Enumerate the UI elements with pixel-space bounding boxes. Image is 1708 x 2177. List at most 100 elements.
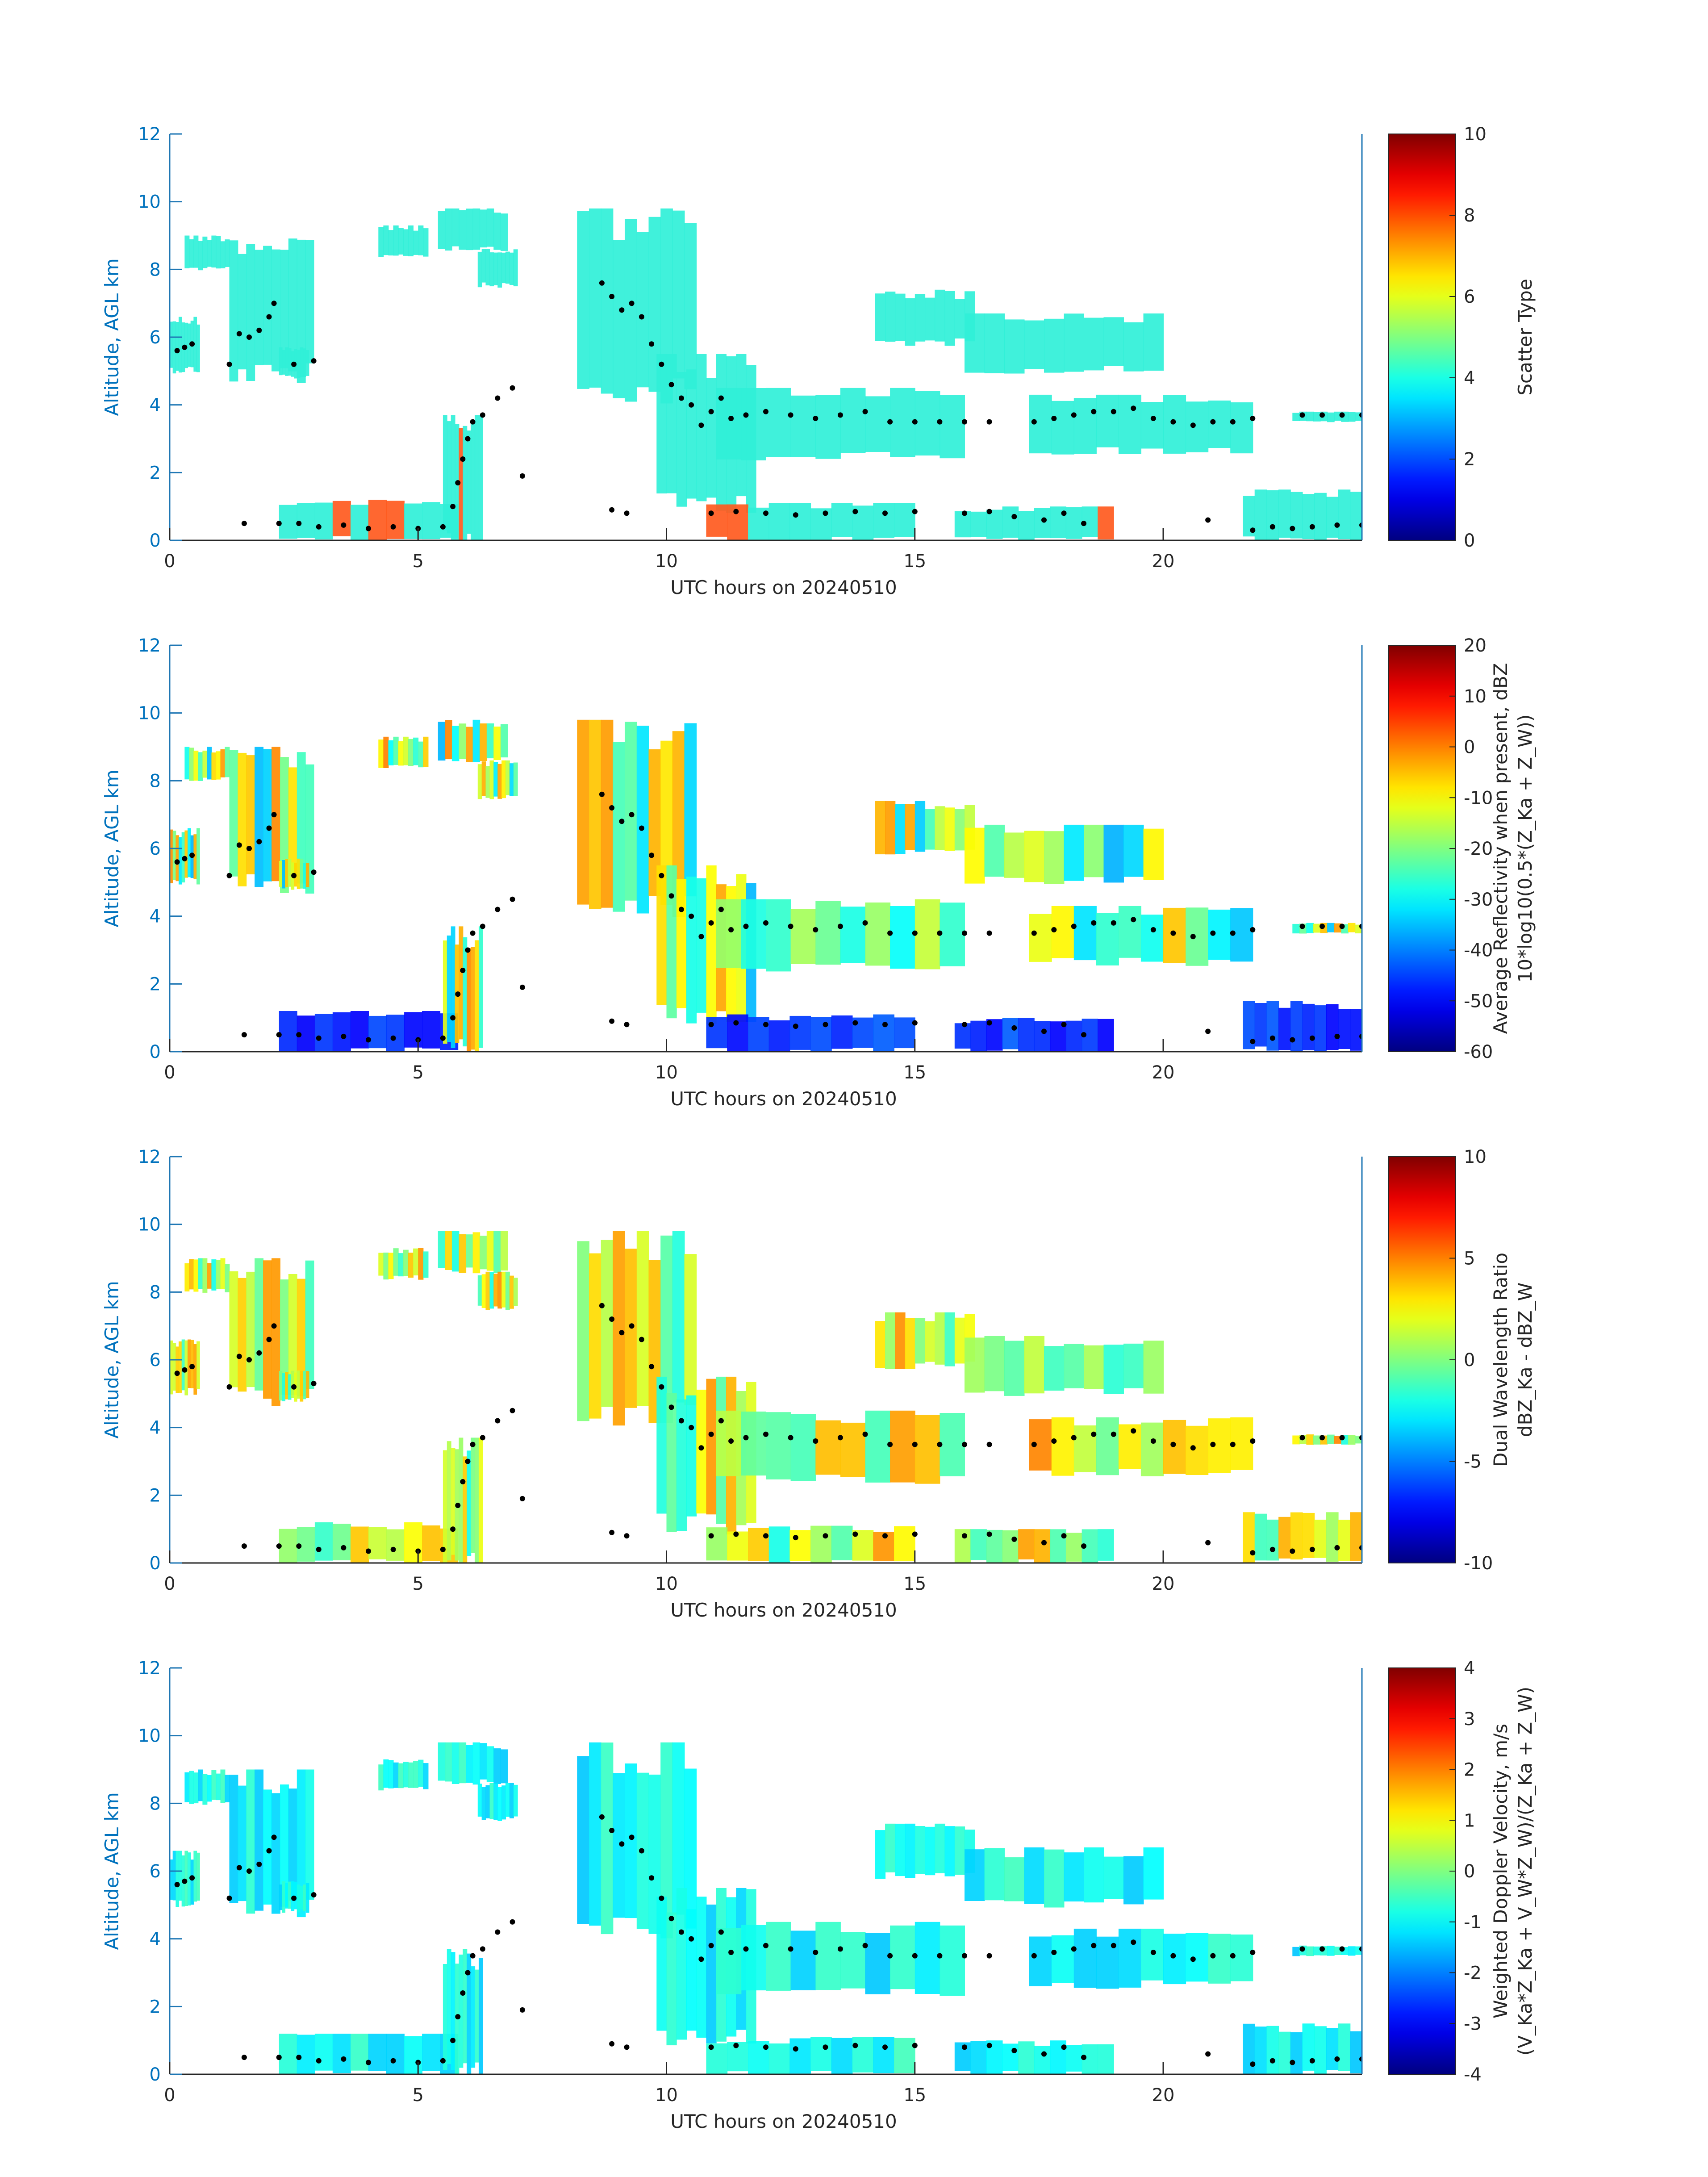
- cloud-cell: [500, 724, 508, 758]
- layer-marker: [509, 896, 515, 902]
- layer-marker: [862, 920, 868, 926]
- cloud-cell: [915, 1318, 926, 1364]
- cloud-cell: [895, 1823, 906, 1876]
- layer-marker: [276, 1032, 282, 1038]
- cloud-cell: [493, 252, 498, 285]
- cloud-cell: [477, 1275, 482, 1306]
- y-tick-label: 0: [150, 1042, 161, 1062]
- cloud-cell: [1002, 2043, 1019, 2071]
- layer-marker: [1041, 1540, 1047, 1546]
- cloud-cell: [513, 1784, 518, 1817]
- cloud-cell: [865, 903, 891, 966]
- cloud-cell: [170, 1859, 173, 1900]
- layer-marker: [609, 805, 615, 811]
- cloud-cell: [1103, 824, 1124, 883]
- layer-marker: [1011, 514, 1017, 519]
- cloud-cell: [225, 1264, 230, 1292]
- layer-marker: [226, 873, 232, 878]
- layer-marker: [629, 1834, 635, 1840]
- layer-marker: [465, 436, 471, 442]
- colorbar-tick-label: 2: [1464, 1760, 1475, 1780]
- cloud-cell: [255, 747, 264, 887]
- layer-marker: [599, 280, 605, 286]
- cloud-cell: [271, 1793, 280, 1914]
- cloud-cell: [1073, 1928, 1097, 1988]
- cloud-cell: [413, 737, 419, 765]
- cloud-cell: [944, 1826, 955, 1876]
- layer-marker: [659, 361, 664, 367]
- cloud-cell: [1123, 1856, 1144, 1905]
- cloud-cell: [915, 899, 940, 969]
- cloud-cell: [577, 211, 589, 389]
- cloud-cell: [873, 503, 894, 538]
- x-tick-label: 10: [655, 1574, 678, 1594]
- cloud-cell: [300, 347, 304, 377]
- cloud-cell: [925, 297, 935, 341]
- cloud-cell: [438, 1742, 446, 1781]
- layer-marker: [837, 1435, 843, 1441]
- cloud-cell: [175, 835, 180, 882]
- cloud-cell: [1084, 1345, 1104, 1389]
- cloud-cell: [895, 293, 906, 341]
- cloud-cell: [188, 828, 191, 877]
- cloud-cell: [305, 764, 314, 894]
- layer-marker: [912, 419, 918, 425]
- cloud-cell: [408, 1762, 414, 1788]
- cloud-cell: [1140, 1422, 1164, 1476]
- cloud-cell: [184, 1772, 190, 1802]
- cloud-cell: [1018, 511, 1035, 540]
- cloud-cell: [486, 1746, 494, 1782]
- cloud-cell: [481, 249, 486, 283]
- layer-marker: [189, 1875, 195, 1881]
- x-tick-label: 10: [655, 551, 678, 572]
- layer-marker: [291, 873, 297, 878]
- cloud-cell: [706, 378, 717, 498]
- cloud-cell: [875, 1321, 886, 1368]
- layer-marker: [296, 2055, 302, 2060]
- layer-marker: [440, 524, 446, 530]
- cloud-cell: [443, 1450, 447, 1563]
- cloud-cell: [890, 906, 915, 969]
- layer-marker: [793, 512, 798, 518]
- cloud-cell: [915, 1415, 940, 1484]
- layer-marker: [599, 1814, 605, 1820]
- layer-marker: [519, 2007, 525, 2013]
- layer-marker: [962, 1953, 967, 1959]
- cloud-cell: [1306, 923, 1314, 933]
- layer-marker: [271, 1323, 277, 1329]
- y-tick-label: 10: [138, 703, 161, 724]
- cloud-cell: [940, 1925, 965, 1996]
- layer-marker: [1061, 2044, 1067, 2050]
- layer-marker: [495, 907, 501, 912]
- cloud-cell: [686, 369, 697, 499]
- colorbar-gradient: [1388, 134, 1456, 541]
- layer-marker: [256, 839, 262, 844]
- cloud-cell: [1002, 1530, 1019, 1563]
- layer-marker: [470, 930, 476, 936]
- layer-marker: [668, 382, 674, 388]
- layer-marker: [986, 2043, 992, 2048]
- layer-marker: [823, 2044, 828, 2050]
- cloud-cell: [220, 749, 226, 777]
- cloud-cell: [1266, 2026, 1279, 2074]
- layer-marker: [519, 984, 525, 990]
- layer-marker: [986, 930, 992, 936]
- layer-marker: [1051, 927, 1057, 932]
- layer-marker: [509, 1919, 515, 1925]
- layer-marker: [1290, 2060, 1295, 2065]
- cloud-cell: [686, 1909, 697, 2031]
- cloud-cell: [351, 1526, 369, 1563]
- colorbar-label: 10*log10(0.5*(Z_Ka + Z_W)): [1514, 715, 1536, 983]
- layer-marker: [852, 1020, 858, 1026]
- cloud-cell: [413, 1761, 419, 1788]
- layer-marker: [1150, 927, 1156, 932]
- cloud-cell: [466, 209, 473, 251]
- layer-marker: [1339, 923, 1345, 929]
- cloud-cell: [386, 1015, 405, 1052]
- layer-marker: [659, 873, 664, 878]
- cloud-cell: [170, 322, 173, 368]
- layer-marker: [624, 1022, 630, 1028]
- layer-marker: [619, 819, 625, 824]
- cloud-cell: [216, 1773, 221, 1801]
- cloud-cell: [1208, 1934, 1231, 1984]
